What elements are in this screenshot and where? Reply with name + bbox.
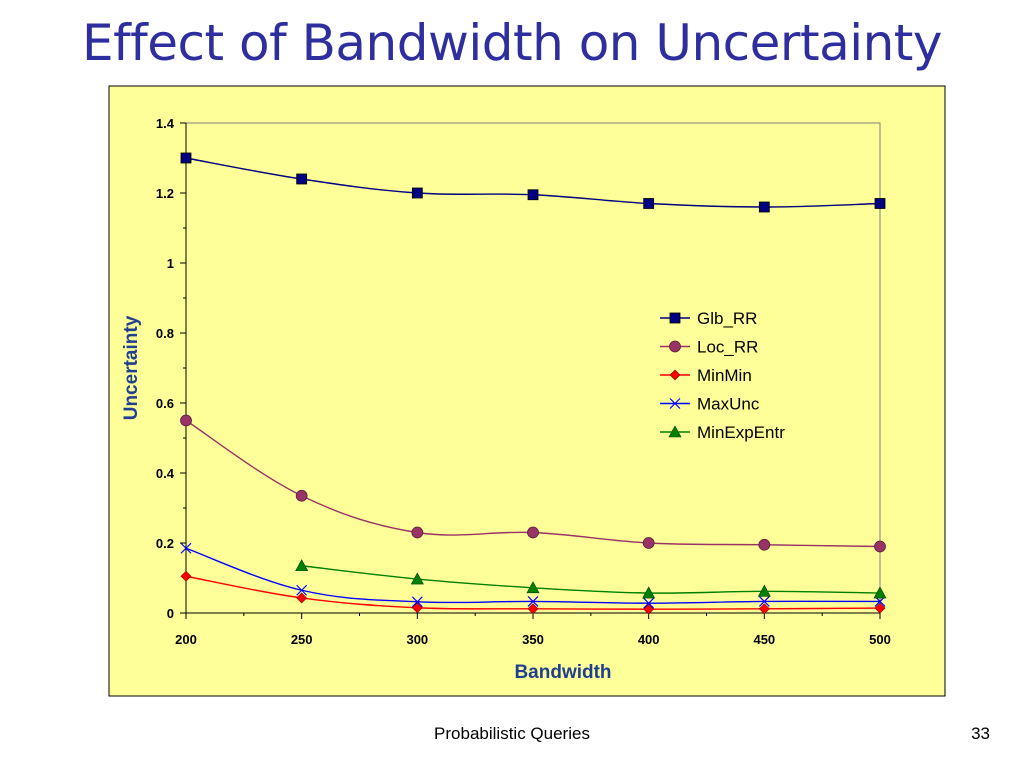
data-point-glb-rr <box>643 198 655 209</box>
series-minmin <box>180 570 886 615</box>
legend-item-minexpentr: MinExpEntr <box>660 423 785 442</box>
legend-marker <box>669 312 681 324</box>
data-point-maxunc <box>411 596 423 608</box>
data-point-loc-rr <box>642 537 655 549</box>
legend: Glb_RR Loc_RR MinMin MaxUnc MinExpEntr <box>660 309 785 442</box>
x-tick-label: 300 <box>406 632 428 647</box>
data-point-minmin <box>296 592 308 604</box>
data-point-minexpentr <box>410 572 424 585</box>
slide-footer: Probabilistic Queries <box>434 724 590 743</box>
data-point-maxunc <box>527 596 539 607</box>
data-point-loc-rr <box>180 414 192 427</box>
y-tick-label: 0.6 <box>156 396 174 411</box>
data-point-maxunc <box>180 542 192 554</box>
axes: 0 0.2 0.4 0.6 0.8 1 1.2 1.4 200 250 300 350 400 450 50… <box>156 116 891 647</box>
legend-marker <box>668 425 682 438</box>
data-point-maxunc <box>758 596 770 607</box>
y-tick-label: 1.4 <box>156 116 175 131</box>
legend-marker <box>669 340 681 353</box>
data-point-minmin <box>643 603 655 615</box>
marker-stroke <box>669 398 681 409</box>
data-point-maxunc <box>296 584 308 596</box>
legend-label: Loc_RR <box>697 338 758 357</box>
data-point-minmin <box>180 570 192 582</box>
marker-stroke <box>643 597 655 609</box>
x-axis-title: Bandwidth <box>514 662 611 683</box>
legend-marker <box>669 398 681 409</box>
y-tick-label: 1.2 <box>156 186 174 201</box>
x-tick-label: 200 <box>175 632 197 647</box>
data-point-minmin <box>874 602 886 614</box>
x-tick-label: 500 <box>869 632 891 647</box>
data-point-loc-rr <box>411 526 424 539</box>
data-point-minmin <box>411 602 423 614</box>
data-point-minexpentr <box>642 586 656 599</box>
y-tick-label: 1 <box>167 256 174 271</box>
legend-item-loc-rr: Loc_RR <box>660 338 758 357</box>
marker-stroke <box>758 596 770 607</box>
series-line-minexpentr <box>301 565 881 594</box>
data-point-minmin <box>527 603 539 615</box>
data-point-loc-rr <box>758 538 771 551</box>
marker-stroke <box>527 596 539 607</box>
data-point-loc-rr <box>527 526 539 539</box>
y-tick-label: 0 <box>167 606 174 621</box>
data-point-glb-rr <box>758 201 770 213</box>
legend-label: Glb_RR <box>697 309 757 328</box>
x-tick-label: 450 <box>753 632 775 647</box>
legend-label: MinMin <box>697 366 752 385</box>
page-number: 33 <box>971 724 990 743</box>
series-loc-rr <box>180 414 886 553</box>
x-tick-label: 350 <box>522 632 544 647</box>
data-point-glb-rr <box>527 189 539 201</box>
data-point-minexpentr <box>526 581 540 594</box>
data-point-glb-rr <box>411 187 423 199</box>
y-tick-label: 0.2 <box>156 536 174 551</box>
y-axis-title: Uncertainty <box>121 315 142 420</box>
series-maxunc <box>180 542 886 609</box>
data-point-loc-rr <box>874 540 886 553</box>
legend-item-minmin: MinMin <box>660 366 752 385</box>
series-layer <box>180 152 887 615</box>
data-point-minmin <box>758 603 770 615</box>
slide-title: Effect of Bandwidth on Uncertainty <box>81 14 943 72</box>
x-tick-label: 250 <box>291 632 313 647</box>
series-minexpentr <box>295 559 887 599</box>
data-point-loc-rr <box>295 489 308 502</box>
data-point-glb-rr <box>296 173 308 185</box>
x-tick-label: 400 <box>638 632 660 647</box>
data-point-minexpentr <box>757 584 771 597</box>
data-point-minexpentr <box>873 586 887 599</box>
legend-item-glb-rr: Glb_RR <box>660 309 757 328</box>
legend-label: MaxUnc <box>697 395 760 414</box>
data-point-glb-rr <box>180 152 192 164</box>
legend-marker <box>669 369 681 381</box>
data-point-minexpentr <box>295 559 309 572</box>
data-point-glb-rr <box>874 198 886 209</box>
chart-area-background <box>108 85 946 697</box>
data-point-maxunc <box>643 597 655 609</box>
marker-stroke <box>296 584 308 596</box>
legend-label: MinExpEntr <box>697 423 785 442</box>
y-tick-label: 0.4 <box>156 466 175 481</box>
legend-item-maxunc: MaxUnc <box>660 395 760 414</box>
y-tick-label: 0.8 <box>156 326 174 341</box>
marker-stroke <box>180 542 192 554</box>
series-glb-rr <box>180 152 886 213</box>
marker-stroke <box>411 596 423 608</box>
